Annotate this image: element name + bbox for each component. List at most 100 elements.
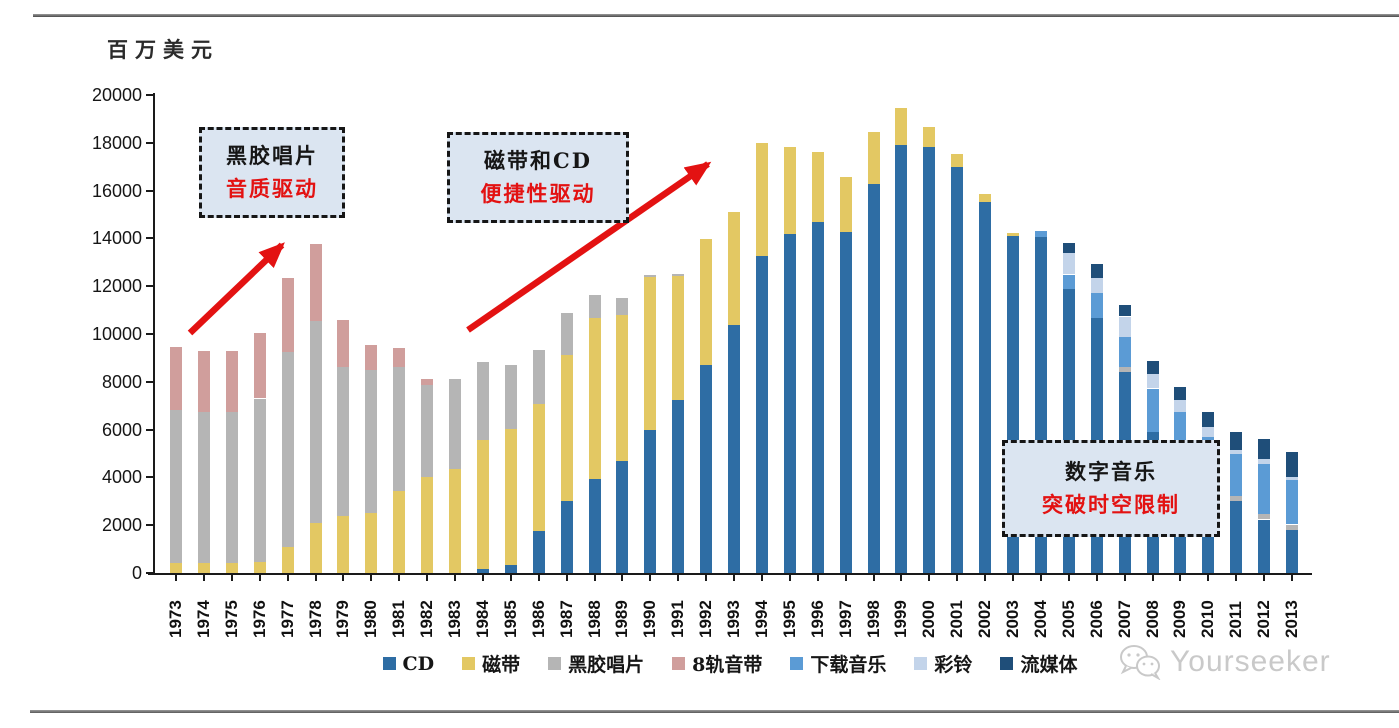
bar-segment-1986-CD: [532, 530, 545, 573]
x-axis-tick: [286, 574, 289, 581]
x-axis-label-1979: 1979: [333, 600, 353, 638]
x-axis-label-2007: 2007: [1114, 600, 1134, 638]
bar-segment-1989-磁带: [616, 314, 629, 461]
bar-segment-1999-磁带: [895, 108, 908, 146]
bar-segment-2012-彩铃: [1258, 459, 1271, 464]
y-axis-tick: [146, 189, 155, 192]
y-axis-tick: [146, 428, 155, 431]
x-axis-tick: [370, 574, 373, 581]
x-axis-label-1993: 1993: [724, 600, 743, 638]
bar-segment-1994-CD: [755, 256, 768, 573]
x-axis-tick: [1179, 574, 1182, 581]
x-axis-label-1996: 1996: [807, 600, 827, 638]
x-axis-tick: [649, 574, 652, 581]
bar-segment-1989-黑胶唱片: [616, 297, 629, 315]
bar-segment-1977-8轨音带: [281, 277, 294, 352]
x-axis-tick: [565, 574, 568, 581]
bar-segment-2000-磁带: [923, 127, 936, 148]
x-axis-label-2001: 2001: [947, 600, 967, 638]
bar-segment-1980-磁带: [365, 512, 378, 573]
x-axis-tick: [677, 574, 680, 581]
bar-segment-2012-CD: [1258, 519, 1271, 573]
legend-swatch: [548, 657, 562, 670]
y-axis-tick: [146, 380, 155, 383]
x-axis-label-2003: 2003: [1003, 600, 1022, 638]
x-axis-label-2011: 2011: [1226, 601, 1246, 638]
x-axis-label-1975: 1975: [221, 600, 241, 638]
bar-segment-1983-黑胶唱片: [449, 378, 461, 470]
y-axis-unit-label: 百万美元: [107, 37, 219, 62]
bar-segment-2013-彩铃: [1286, 477, 1298, 480]
bar-segment-1997-磁带: [839, 177, 852, 232]
bar-segment-1991-CD: [672, 399, 685, 573]
watermark: Yourseeker: [1118, 644, 1331, 680]
bar-segment-1973-磁带: [170, 563, 182, 573]
bar-segment-1974-黑胶唱片: [197, 411, 210, 564]
legend-swatch: [790, 657, 804, 670]
x-axis-label-1977: 1977: [277, 600, 297, 638]
legend-swatch: [1000, 657, 1014, 670]
bar-segment-1983-磁带: [449, 469, 461, 573]
bar-segment-1996-磁带: [811, 151, 824, 223]
x-axis-label-2013: 2013: [1282, 600, 1301, 638]
x-axis-label-2008: 2008: [1142, 600, 1162, 638]
bar-segment-1995-CD: [783, 233, 796, 573]
bar-segment-2006-彩铃: [1090, 277, 1103, 293]
legend-item-流媒体: 流媒体: [1000, 650, 1077, 677]
x-axis-tick: [733, 574, 735, 581]
bar-segment-1976-磁带: [253, 562, 266, 573]
legend-label: 彩铃: [934, 654, 973, 676]
bar-segment-1986-黑胶唱片: [532, 349, 545, 404]
x-axis-tick: [760, 574, 763, 581]
bar-segment-2009-流媒体: [1174, 386, 1187, 401]
legend-swatch: [382, 657, 396, 670]
bar-segment-1977-黑胶唱片: [281, 351, 294, 547]
bar-segment-1988-CD: [588, 479, 601, 573]
bar-segment-2012-黑胶唱片: [1258, 514, 1271, 520]
x-axis-tick: [593, 574, 596, 581]
bar-segment-1976-8轨音带: [253, 333, 266, 399]
annotation-vinyl-title: 黑胶唱片: [226, 142, 318, 168]
y-axis-tick-label: 20000: [91, 85, 142, 105]
annotation-cassette-cd-subtitle: 便捷性驱动: [480, 180, 596, 206]
bar-segment-2007-黑胶唱片: [1118, 366, 1131, 372]
bar-segment-2001-磁带: [951, 153, 964, 168]
legend-label: 8轨音带: [692, 654, 763, 676]
x-axis-tick: [230, 574, 233, 581]
bar-segment-2011-流媒体: [1230, 432, 1243, 451]
wechat-icon: [1120, 645, 1161, 680]
x-axis-tick: [454, 574, 456, 581]
bar-segment-2002-CD: [979, 202, 992, 573]
bar-segment-2008-彩铃: [1146, 374, 1159, 389]
y-axis-tick-label: 12000: [91, 276, 142, 297]
bar-segment-2007-下载音乐: [1118, 336, 1131, 367]
bar-segment-1985-黑胶唱片: [504, 364, 517, 430]
y-axis-tick-label: 10000: [91, 324, 142, 344]
x-axis-tick: [258, 574, 261, 581]
x-axis-label-1982: 1982: [417, 600, 437, 638]
y-axis-tick-label: 4000: [101, 467, 142, 488]
x-axis-label-1998: 1998: [863, 600, 883, 638]
legend-item-磁带: 磁带: [462, 650, 520, 677]
legend-label: 下载音乐: [810, 654, 887, 676]
bar-segment-1991-磁带: [672, 275, 685, 400]
y-axis-tick-label: 0: [131, 563, 142, 583]
legend-label: 黑胶唱片: [568, 654, 645, 676]
x-axis-tick: [1067, 574, 1070, 581]
bar-segment-1993-磁带: [728, 212, 740, 325]
bar-segment-2009-彩铃: [1174, 400, 1187, 412]
x-axis-label-2005: 2005: [1058, 600, 1078, 638]
bar-segment-1974-磁带: [197, 563, 210, 573]
x-axis-label-1989: 1989: [612, 600, 632, 638]
annotation-digital-title: 数字音乐: [1065, 458, 1157, 484]
bar-segment-2011-黑胶唱片: [1230, 495, 1243, 501]
bar-segment-2013-黑胶唱片: [1286, 524, 1298, 530]
bottom-divider: [30, 710, 1399, 713]
legend-label: CD: [402, 652, 435, 675]
x-axis-tick: [928, 574, 931, 581]
bar-segment-2004-下载音乐: [1034, 231, 1047, 237]
x-axis-tick: [314, 574, 317, 581]
bar-segment-1990-黑胶唱片: [644, 274, 657, 277]
bar-segment-2011-下载音乐: [1230, 454, 1243, 496]
bar-segment-2011-彩铃: [1230, 450, 1243, 454]
